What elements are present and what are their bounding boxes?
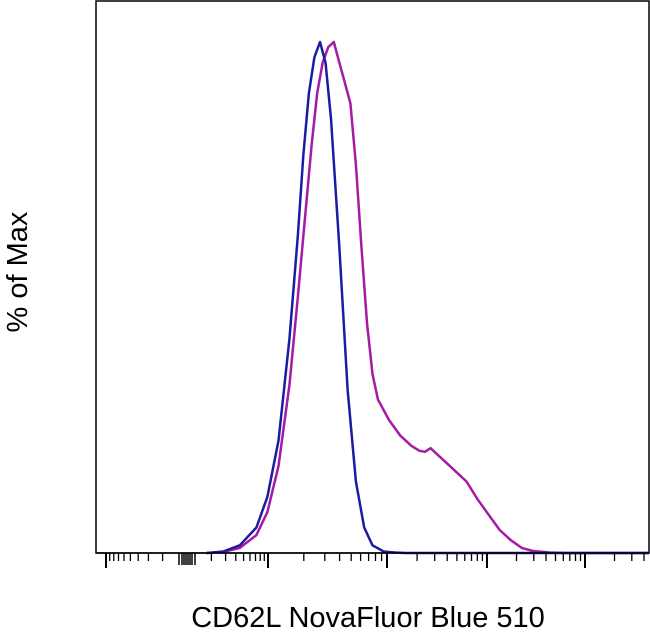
x-axis-ticks: [105, 553, 645, 568]
plot-frame: [95, 0, 650, 554]
y-axis-label: % of Max: [2, 211, 34, 332]
x-axis-label: CD62L NovaFluor Blue 510: [191, 602, 545, 634]
series-layer: [206, 40, 649, 555]
histogram-series-2: [206, 40, 649, 555]
histogram-series-1: [206, 40, 649, 555]
